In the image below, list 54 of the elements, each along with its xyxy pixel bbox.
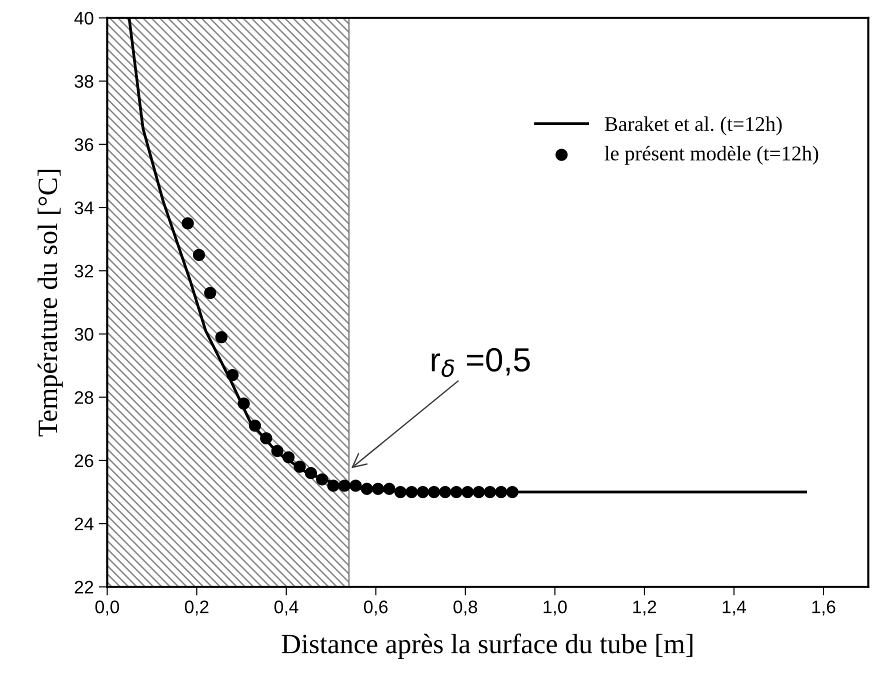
y-axis-title: Température du sol [°C] bbox=[38, 170, 63, 436]
point bbox=[238, 397, 250, 410]
point bbox=[271, 444, 284, 458]
legend-label: Baraket et al. (t=12h) bbox=[604, 116, 782, 136]
y-tick-label: 22 bbox=[74, 580, 94, 594]
x-tick-label: 0,2 bbox=[184, 600, 208, 616]
point bbox=[316, 473, 328, 486]
x-tick-label: 1,6 bbox=[812, 600, 836, 616]
y-tick-label: 40 bbox=[74, 12, 94, 25]
point bbox=[260, 432, 272, 444]
x-tick-label: 0,8 bbox=[454, 600, 478, 616]
x-tick-label: 1,4 bbox=[722, 600, 746, 616]
x-tick-label: 1,2 bbox=[633, 600, 656, 616]
point bbox=[484, 486, 496, 498]
point bbox=[462, 486, 474, 498]
point bbox=[294, 460, 306, 473]
y-tick-label: 38 bbox=[74, 75, 94, 88]
point bbox=[204, 286, 216, 299]
point bbox=[304, 466, 317, 480]
point bbox=[450, 486, 462, 498]
x-axis-title: Distance après la surface du tube [m] bbox=[282, 634, 692, 660]
point bbox=[372, 482, 384, 495]
point bbox=[215, 331, 228, 344]
y-tick-label: 32 bbox=[74, 264, 94, 278]
legend-label: le présent modèle (t=12h) bbox=[604, 146, 818, 165]
point bbox=[428, 486, 440, 498]
point bbox=[282, 451, 295, 464]
point bbox=[383, 482, 396, 495]
y-tick-label: 28 bbox=[74, 391, 94, 404]
x-tick-label: 1,0 bbox=[544, 600, 567, 616]
point bbox=[192, 248, 206, 262]
y-tick-label: 34 bbox=[74, 201, 94, 214]
x-tick-label: 0,0 bbox=[95, 600, 120, 616]
point bbox=[472, 486, 485, 498]
annotation: r$_{δ}$ =0,5 bbox=[432, 348, 530, 378]
y-tick-label: 36 bbox=[74, 138, 94, 152]
x-tick-label: 0,4 bbox=[274, 600, 298, 616]
y-tick-label: 30 bbox=[74, 328, 94, 341]
point bbox=[327, 480, 340, 492]
point bbox=[182, 217, 194, 230]
point bbox=[360, 482, 373, 495]
y-tick-label: 24 bbox=[74, 518, 94, 530]
point bbox=[394, 486, 407, 498]
point bbox=[416, 486, 429, 498]
x-tick-label: 0,6 bbox=[364, 600, 388, 616]
point bbox=[495, 486, 508, 498]
point bbox=[350, 480, 362, 492]
point bbox=[439, 486, 452, 498]
point bbox=[226, 369, 239, 382]
point bbox=[406, 486, 418, 498]
point bbox=[338, 480, 351, 492]
point bbox=[248, 420, 262, 432]
y-tick-label: 26 bbox=[74, 454, 94, 468]
point bbox=[506, 486, 518, 498]
